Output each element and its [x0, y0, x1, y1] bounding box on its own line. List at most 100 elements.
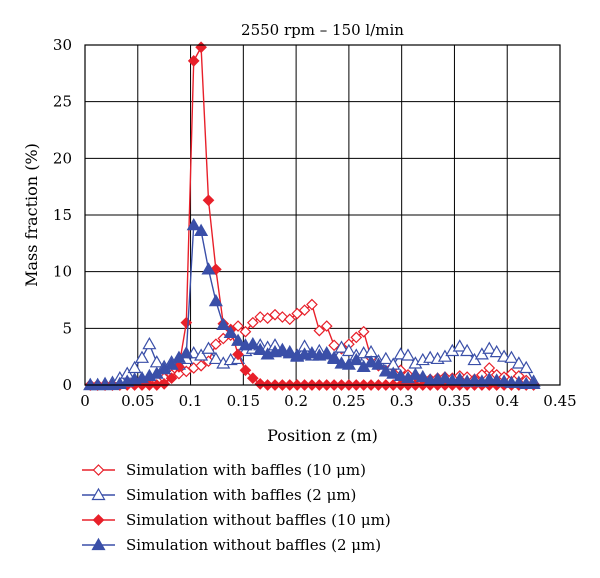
data-point — [364, 355, 379, 368]
y-tick-label: 10 — [53, 263, 72, 281]
data-point — [526, 376, 541, 389]
data-point — [519, 360, 534, 374]
data-point — [306, 298, 318, 311]
data-point — [180, 316, 193, 329]
x-tick-labels: 0 0.05 0.1 0.15 0.2 0.25 0.3 0.35 0.4 0.45 — [80, 392, 576, 410]
data-point — [334, 340, 349, 353]
data-point — [158, 378, 171, 390]
data-point — [253, 342, 268, 355]
series-line — [90, 44, 534, 386]
y-tick-label: 25 — [53, 93, 72, 111]
data-point — [371, 357, 386, 370]
data-point — [201, 262, 216, 275]
data-point — [504, 350, 519, 363]
legend-marker — [91, 487, 106, 501]
legend-marker — [92, 514, 105, 526]
data-point — [452, 372, 467, 385]
x-tick-label: 0.3 — [390, 392, 414, 410]
data-point — [320, 320, 333, 332]
legend-item: Simulation without baffles (10 μm) — [82, 511, 391, 529]
y-tick-label: 20 — [53, 149, 72, 167]
chart-title: 2550 rpm – 150 l/min — [241, 21, 404, 39]
data-point — [165, 372, 178, 385]
y-tick-label: 15 — [53, 206, 72, 224]
data-point — [357, 325, 370, 338]
x-tick-label: 0.15 — [227, 392, 260, 410]
data-point — [364, 344, 379, 358]
data-point — [186, 217, 201, 231]
grid — [84, 44, 561, 386]
data-point — [415, 369, 430, 383]
data-point — [246, 316, 259, 329]
x-axis-title: Position z (m) — [267, 426, 378, 445]
data-point — [386, 366, 401, 379]
x-tick-label: 0.45 — [543, 392, 576, 410]
data-point — [275, 343, 290, 357]
legend-item: Simulation without baffles (2 μm) — [82, 536, 381, 554]
data-point — [202, 194, 215, 207]
data-point — [350, 331, 363, 344]
data-point — [210, 338, 222, 351]
data-point — [460, 343, 475, 357]
x-tick-label: 0.25 — [332, 392, 365, 410]
x-tick-label: 0.35 — [438, 392, 471, 410]
legend-item: Simulation with baffles (10 μm) — [82, 461, 366, 479]
x-tick-label: 0.1 — [179, 392, 203, 410]
data-point — [239, 325, 252, 338]
data-point — [194, 223, 209, 236]
data-point — [489, 344, 504, 358]
y-tick-labels: 0 5 10 15 20 25 30 — [53, 36, 72, 394]
x-tick-label: 0.4 — [495, 392, 519, 410]
data-point — [254, 311, 267, 323]
data-point — [195, 41, 207, 54]
legend-label: Simulation without baffles (2 μm) — [126, 536, 381, 554]
y-tick-label: 30 — [53, 36, 72, 54]
data-point — [393, 368, 408, 382]
data-point — [378, 351, 393, 365]
y-tick-label: 0 — [62, 376, 72, 394]
data-point — [349, 352, 364, 366]
data-point — [194, 348, 209, 361]
data-point — [452, 339, 467, 352]
data-point — [283, 313, 296, 326]
x-tick-label: 0 — [80, 392, 90, 410]
data-point — [313, 324, 326, 337]
legend-item: Simulation with baffles (2 μm) — [82, 486, 356, 504]
legend-label: Simulation with baffles (10 μm) — [126, 461, 366, 479]
data-point — [254, 378, 267, 390]
legend-marker — [91, 537, 106, 551]
data-point — [298, 304, 311, 317]
y-tick-label: 5 — [62, 319, 72, 337]
data-point — [208, 351, 223, 365]
data-point — [142, 336, 157, 350]
series-layer — [83, 41, 541, 391]
data-point — [134, 350, 150, 363]
plot-frame — [84, 44, 561, 386]
data-point — [511, 356, 526, 369]
data-point — [400, 348, 416, 361]
data-point — [201, 341, 216, 354]
data-point — [232, 348, 244, 361]
legend-label: Simulation without baffles (10 μm) — [126, 511, 391, 529]
data-point — [164, 357, 179, 370]
data-point — [187, 55, 200, 67]
legend-marker — [92, 464, 105, 476]
data-point — [246, 372, 259, 385]
data-point — [239, 364, 252, 377]
x-tick-label: 0.2 — [284, 392, 308, 410]
data-point — [231, 333, 246, 346]
data-point — [195, 359, 207, 372]
data-point — [437, 370, 452, 384]
data-point — [223, 325, 238, 338]
data-point — [304, 346, 319, 359]
data-point — [341, 343, 356, 357]
data-point — [216, 317, 231, 331]
data-point — [282, 346, 297, 359]
data-point — [127, 360, 142, 374]
data-point — [245, 336, 260, 350]
legend: Simulation with baffles (10 μm) Simulatio… — [82, 461, 391, 554]
data-point — [327, 351, 342, 365]
data-point — [482, 341, 497, 354]
